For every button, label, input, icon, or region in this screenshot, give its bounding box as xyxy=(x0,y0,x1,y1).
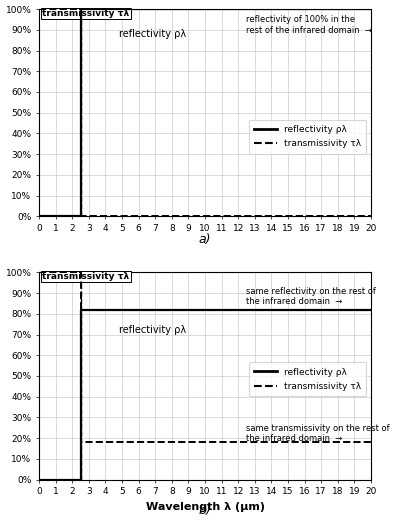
Text: a): a) xyxy=(199,233,211,246)
Text: b): b) xyxy=(199,504,212,517)
Text: reflectivity ρλ: reflectivity ρλ xyxy=(119,29,186,39)
X-axis label: Wavelength λ (µm): Wavelength λ (µm) xyxy=(145,502,264,512)
Text: transmissivity τλ: transmissivity τλ xyxy=(42,9,130,18)
Legend: reflectivity ρλ, transmissivity τλ: reflectivity ρλ, transmissivity τλ xyxy=(249,362,366,396)
Text: same reflectivity on the rest of
the infrared domain  →: same reflectivity on the rest of the inf… xyxy=(247,287,376,306)
Legend: reflectivity ρλ, transmissivity τλ: reflectivity ρλ, transmissivity τλ xyxy=(249,120,366,154)
Text: reflectivity ρλ: reflectivity ρλ xyxy=(119,326,186,335)
Text: transmissivity τλ: transmissivity τλ xyxy=(42,272,130,281)
Text: reflectivity of 100% in the
rest of the infrared domain  →: reflectivity of 100% in the rest of the … xyxy=(247,15,372,35)
Text: same transmissivity on the rest of
the infrared domain  →: same transmissivity on the rest of the i… xyxy=(247,424,390,443)
